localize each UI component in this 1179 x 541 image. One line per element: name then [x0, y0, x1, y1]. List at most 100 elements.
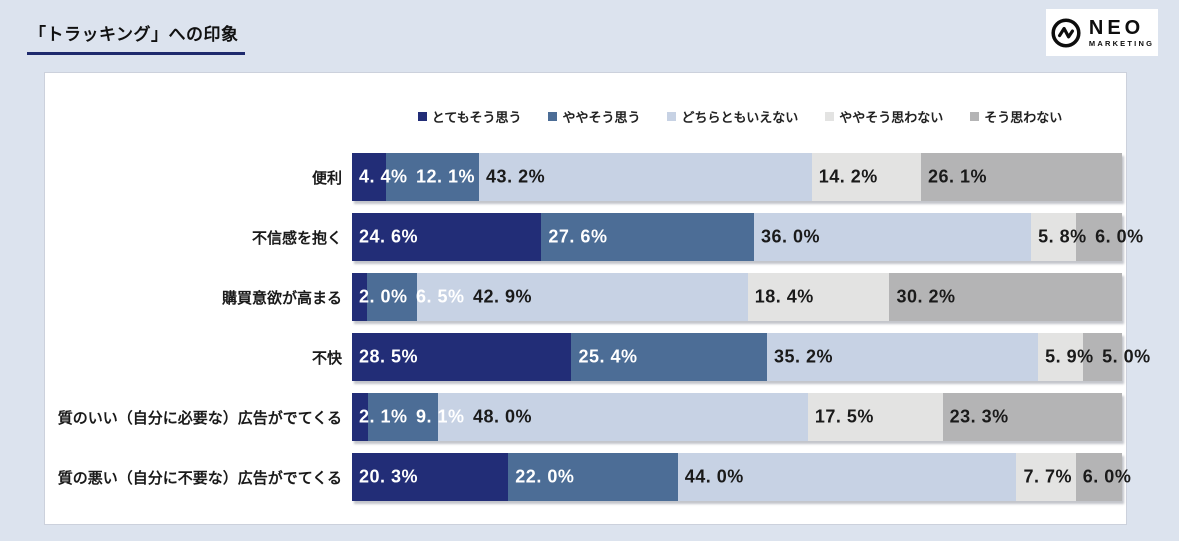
bar-segment [920, 153, 1122, 201]
bar-segment [352, 273, 368, 321]
legend-label: ややそう思わない [839, 110, 944, 125]
bar-value-label: 22. 0% [515, 466, 575, 487]
bar-segment [747, 273, 890, 321]
page-title: 「トラッキング」への印象 [27, 20, 245, 55]
bar-value-label: 43. 2% [486, 166, 546, 187]
bar-value-label: 2. 1% [359, 406, 408, 427]
bar-value-label: 24. 6% [359, 226, 419, 247]
bar-value-label: 2. 0% [359, 286, 408, 307]
bar-value-label: 28. 5% [359, 346, 419, 367]
legend-marker [825, 112, 835, 121]
bar-segment [677, 453, 1017, 501]
logo-name: NEO [1088, 16, 1145, 39]
bar-row: 不快 28. 5% 25. 4% 35. 2% 5. 9% 5. 0% [45, 333, 1150, 381]
legend-item: どちらともいえない [667, 107, 798, 126]
bar-value-label: 9. 1% [416, 406, 465, 427]
bar-value-label: 35. 2% [774, 346, 834, 367]
category-label: 質の悪い（自分に不要な）広告がでてくる [57, 469, 342, 487]
bar-value-label: 18. 4% [754, 286, 814, 307]
bar-value-label: 7. 7% [1023, 466, 1073, 487]
bar-value-label: 30. 2% [896, 286, 956, 307]
bar-segment [367, 273, 418, 321]
bar-segment [942, 393, 1122, 441]
legend-item: とてもそう思う [417, 107, 522, 126]
legend-marker [417, 112, 427, 121]
bar-row: 質の悪い（自分に不要な）広告がでてくる 20. 3% 22. 0% 44. 0% 7. … [45, 453, 1131, 501]
chart-legend: とてもそう思う ややそう思う どちらともいえない ややそう思わない そう思わない [352, 107, 1128, 126]
legend-label: どちらともいえない [681, 110, 799, 125]
bar-row: 質のいい（自分に必要な）広告がでてくる 2. 1% 9. 1% 48. 0% 17. 5… [45, 393, 1126, 441]
bar-value-label: 20. 3% [359, 466, 419, 487]
bar-segment [1031, 213, 1076, 261]
bar-value-label: 26. 1% [928, 166, 988, 187]
bar-segment [1016, 453, 1076, 501]
logo-subtitle: MARKETING [1088, 38, 1155, 48]
bar-value-label: 5. 9% [1045, 346, 1094, 367]
bar-segment [385, 153, 480, 201]
bar-track: 2. 1% 9. 1% 48. 0% 17. 5% 23. 3% [352, 393, 1122, 441]
bar-segment [1075, 453, 1122, 501]
bar-segment [1083, 333, 1122, 381]
bar-value-label: 5. 8% [1038, 226, 1087, 247]
bar-segment [811, 153, 921, 201]
logo-text: NEO MARKETING [1089, 18, 1154, 48]
bar-value-label: 23. 3% [949, 406, 1009, 427]
category-label: 不信感を抱く [251, 229, 342, 247]
legend-marker [970, 112, 980, 121]
bar-track: 24. 6% 27. 6% 36. 0% 5. 8% 6. 0% [352, 213, 1143, 261]
bar-segment [767, 333, 1039, 381]
bar-segment [352, 333, 572, 381]
bar-segment [417, 273, 748, 321]
legend-label: ややそう思う [562, 110, 641, 125]
pulse-circle-icon [1051, 17, 1081, 48]
bar-track: 2. 0% 6. 5% 42. 9% 18. 4% 30. 2% [352, 273, 1122, 321]
bar-track: 20. 3% 22. 0% 44. 0% 7. 7% 6. 0% [352, 453, 1131, 501]
legend-marker [548, 112, 558, 121]
legend-marker [667, 112, 677, 121]
bar-track: 4. 4% 12. 1% 43. 2% 14. 2% 26. 1% [352, 153, 1122, 201]
chart-card: とてもそう思う ややそう思う どちらともいえない ややそう思わない そう思わない 便利 4… [44, 72, 1150, 525]
bar-value-label: 6. 0% [1095, 226, 1144, 247]
bar-value-label: 6. 5% [416, 286, 465, 307]
bar-segment [1075, 213, 1122, 261]
bar-segment [368, 393, 439, 441]
bar-segment [438, 393, 808, 441]
legend-label: そう思わない [984, 110, 1063, 125]
category-label: 購買意欲が高まる [221, 289, 342, 307]
legend-item: ややそう思わない [825, 107, 943, 126]
bar-segment [352, 153, 386, 201]
category-label: 質のいい（自分に必要な）広告がでてくる [57, 409, 342, 427]
legend-item: ややそう思う [548, 107, 640, 126]
bar-segment [1038, 333, 1084, 381]
neo-marketing-logo: NEO MARKETING [1046, 9, 1158, 56]
bar-row: 不信感を抱く 24. 6% 27. 6% 36. 0% 5. 8% 6. 0% [45, 213, 1143, 261]
bar-value-label: 27. 6% [548, 226, 608, 247]
bar-value-label: 44. 0% [684, 466, 744, 487]
bar-value-label: 25. 4% [578, 346, 638, 367]
bar-value-label: 5. 0% [1102, 346, 1151, 367]
bar-segment [571, 333, 768, 381]
category-label: 不快 [311, 349, 342, 367]
bar-segment [352, 393, 369, 441]
bar-value-label: 36. 0% [760, 226, 820, 247]
bar-segment [753, 213, 1032, 261]
bar-segment [889, 273, 1122, 321]
bar-value-label: 12. 1% [416, 166, 476, 187]
legend-label: とてもそう思う [431, 110, 522, 125]
bar-value-label: 14. 2% [818, 166, 878, 187]
bar-track: 28. 5% 25. 4% 35. 2% 5. 9% 5. 0% [352, 333, 1150, 381]
bar-segment [352, 213, 542, 261]
bar-segment [508, 453, 678, 501]
bar-value-label: 6. 0% [1082, 466, 1132, 487]
bar-segment [352, 453, 509, 501]
chart-rows: 便利 4. 4% 12. 1% 43. 2% 14. 2% 26. 1% 不信感を抱く 24.… [45, 153, 1150, 513]
category-label: 便利 [311, 169, 342, 187]
bar-row: 購買意欲が高まる 2. 0% 6. 5% 42. 9% 18. 4% 30. 2% [45, 273, 1126, 321]
bar-row: 便利 4. 4% 12. 1% 43. 2% 14. 2% 26. 1% [45, 153, 1126, 201]
bar-value-label: 42. 9% [473, 286, 533, 307]
legend-item: そう思わない [970, 107, 1062, 126]
bar-segment [479, 153, 812, 201]
bar-segment [807, 393, 943, 441]
bar-value-label: 17. 5% [814, 406, 874, 427]
bar-value-label: 4. 4% [359, 166, 408, 187]
